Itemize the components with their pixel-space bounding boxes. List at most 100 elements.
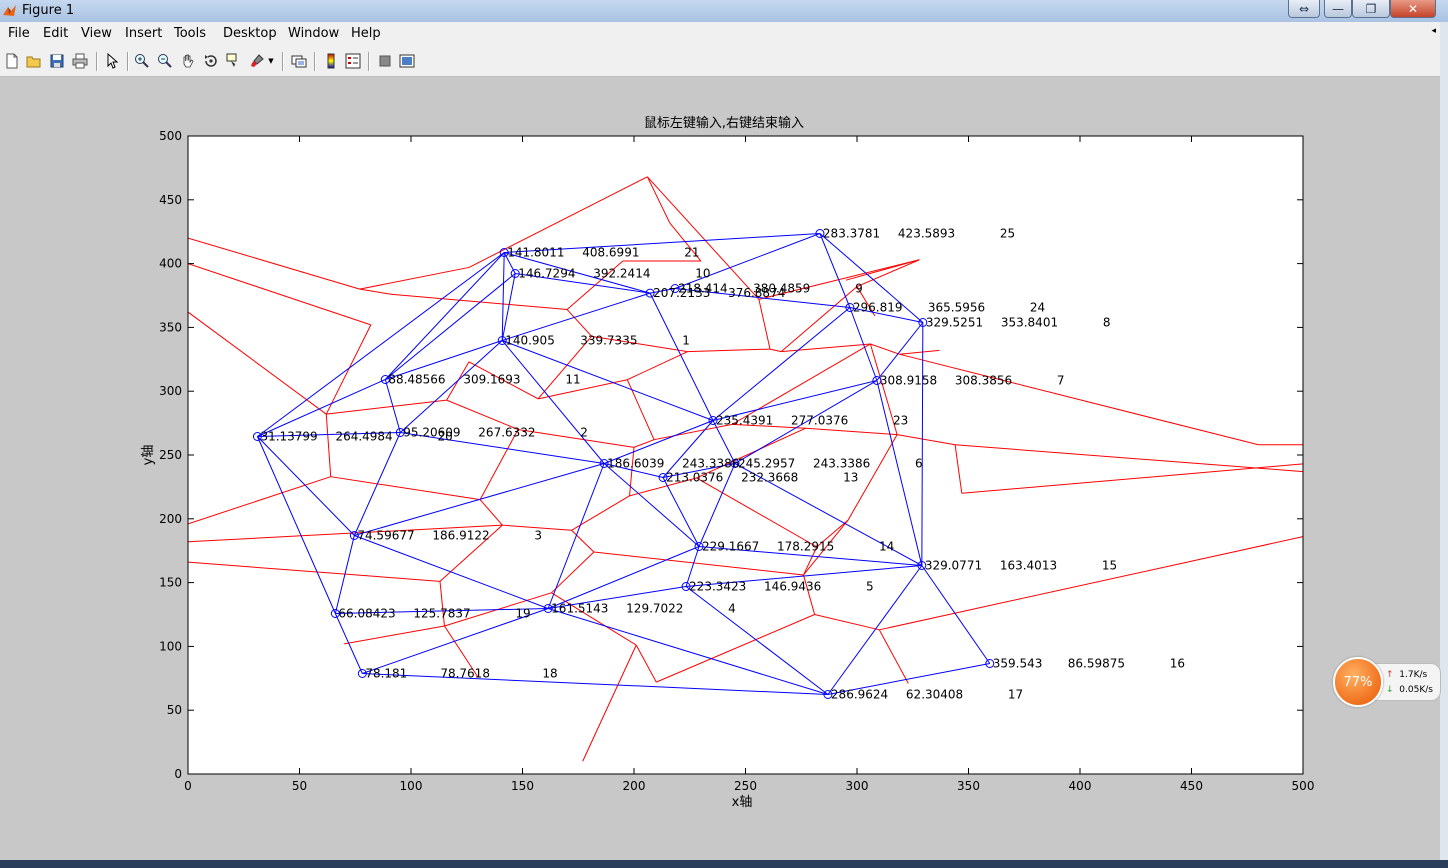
- delaunay-edge-34: [353, 432, 401, 536]
- point-index-label: 1: [682, 334, 690, 348]
- voronoi-edge-45: [479, 499, 503, 526]
- delaunay-edge-11: [675, 288, 850, 308]
- delaunay-edge-10: [649, 288, 676, 294]
- link-plot-icon[interactable]: [290, 52, 308, 70]
- delaunay-edge-29: [876, 380, 923, 566]
- delaunay-edge-41: [547, 463, 605, 609]
- point-index-label: 4: [728, 602, 736, 616]
- point-value-label: 62.30408: [906, 688, 963, 702]
- voronoi-edge-14: [591, 335, 688, 353]
- point-value-label: 186.9122: [432, 529, 489, 543]
- menu-tools[interactable]: Tools: [174, 26, 207, 41]
- minimize-button[interactable]: —: [1324, 0, 1352, 18]
- voronoi-edge-49: [188, 524, 503, 543]
- x-tick-label: 350: [957, 779, 980, 793]
- menu-insert[interactable]: Insert: [125, 26, 163, 41]
- taskbar: [0, 860, 1448, 868]
- menu-file[interactable]: File: [8, 26, 30, 41]
- point-index-label: 9: [855, 282, 863, 296]
- point-x-label: 359.543: [993, 657, 1043, 671]
- point-index-label: 21: [684, 245, 699, 259]
- data-point-6: [845, 303, 855, 312]
- delaunay-edge-1: [504, 252, 651, 294]
- data-point-10: [872, 375, 882, 385]
- menu-window[interactable]: Window: [288, 26, 340, 41]
- voronoi-edge-68: [444, 592, 552, 627]
- voronoi-edge-31: [468, 361, 539, 400]
- point-value-label: 86.59875: [1068, 657, 1125, 671]
- new-figure-icon[interactable]: [3, 52, 21, 70]
- delaunay-edge-7: [501, 273, 516, 341]
- brush-icon[interactable]: [248, 52, 266, 70]
- open-file-icon[interactable]: [25, 52, 43, 70]
- colorbar-icon[interactable]: [322, 52, 340, 70]
- point-index-label: 7: [1057, 373, 1065, 387]
- data-point-4: [645, 288, 655, 298]
- voronoi-edge-56: [954, 444, 963, 494]
- voronoi-edge-28: [325, 324, 372, 415]
- data-point-5: [815, 229, 825, 239]
- data-cursor-icon[interactable]: [225, 52, 243, 70]
- menu-overflow-arrow-icon[interactable]: ◂: [1431, 26, 1436, 36]
- close-button[interactable]: ✕: [1390, 0, 1436, 18]
- voronoi-edge-13: [537, 336, 593, 400]
- zoom-in-icon[interactable]: [133, 52, 151, 70]
- data-point-25: [823, 690, 833, 699]
- data-point-17: [349, 531, 359, 541]
- delaunay-edge-14: [819, 233, 851, 308]
- voronoi-edge-32: [538, 379, 628, 400]
- point-index-label: 13: [843, 470, 858, 484]
- point-index-label: 3: [534, 529, 542, 543]
- save-icon[interactable]: [48, 52, 66, 70]
- voronoi-edge-5: [359, 266, 470, 290]
- point-index-label: 23: [893, 414, 908, 428]
- delaunay-edge-49: [547, 546, 700, 609]
- voronoi-edge-52: [805, 427, 898, 436]
- point-x-label: 229.1667: [702, 540, 759, 554]
- data-point-24: [357, 668, 367, 678]
- legend-icon[interactable]: [344, 52, 362, 70]
- menu-edit[interactable]: Edit: [43, 26, 69, 41]
- delaunay-edge-42: [662, 463, 736, 478]
- pointer-icon[interactable]: [103, 52, 121, 70]
- point-value-label: 339.7335: [580, 334, 637, 348]
- maximize-button[interactable]: ❐: [1352, 0, 1390, 18]
- delaunay-edge-24: [501, 340, 605, 464]
- voronoi-edge-36: [731, 343, 871, 425]
- point-index-label: 5: [866, 579, 874, 593]
- voronoi-edge-63: [847, 434, 898, 521]
- brush-dropdown-icon[interactable]: ▼: [268, 57, 274, 65]
- show-plot-tools-icon[interactable]: [398, 52, 416, 70]
- voronoi-edge-65: [439, 524, 503, 582]
- voronoi-edge-0: [188, 237, 360, 290]
- voronoi-edge-78: [444, 625, 479, 678]
- voronoi-edge-16: [758, 299, 771, 350]
- zoom-out-icon[interactable]: [156, 52, 174, 70]
- point-x-label: 218.414: [678, 282, 728, 296]
- voronoi-edge-50: [629, 477, 697, 497]
- voronoi-edge-38: [633, 439, 655, 448]
- pan-icon[interactable]: [179, 52, 197, 70]
- voronoi-edge-66: [439, 581, 445, 627]
- voronoi-edge-19: [856, 259, 920, 288]
- network-speed-widget[interactable]: ↑ 1.7K/s ↓ 0.05K/s 77%: [1333, 657, 1441, 707]
- point-x-label: 95.20609: [403, 426, 460, 440]
- voronoi-edge-17: [758, 259, 920, 300]
- menu-desktop[interactable]: Desktop: [223, 26, 277, 41]
- delaunay-edge-18: [849, 307, 878, 381]
- point-x-label: 223.3423: [689, 579, 746, 593]
- print-icon[interactable]: [71, 52, 89, 70]
- restore-view-button[interactable]: ⇔: [1288, 0, 1320, 18]
- rotate-icon[interactable]: [202, 52, 220, 70]
- point-x-label: 283.3781: [823, 227, 880, 241]
- upload-speed: ↑ 1.7K/s: [1386, 670, 1428, 680]
- voronoi-edge-58: [571, 529, 595, 553]
- delaunay-edge-9: [674, 233, 821, 289]
- hide-plot-tools-icon[interactable]: [376, 52, 394, 70]
- voronoi-edge-72: [656, 614, 815, 683]
- x-tick-label: 450: [1180, 779, 1203, 793]
- menu-help[interactable]: Help: [351, 26, 381, 41]
- menu-view[interactable]: View: [81, 26, 112, 41]
- point-index-label: 19: [515, 607, 530, 621]
- data-point-19: [917, 560, 927, 570]
